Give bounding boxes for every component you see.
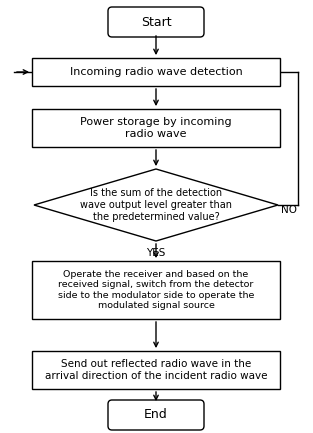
Bar — [32, 58, 280, 86]
Text: End: End — [144, 408, 168, 421]
Bar — [32, 109, 280, 147]
Text: Start: Start — [141, 16, 171, 29]
Bar — [32, 351, 280, 389]
Polygon shape — [34, 169, 278, 241]
Text: Incoming radio wave detection: Incoming radio wave detection — [69, 67, 242, 77]
Bar — [32, 261, 280, 319]
Text: Operate the receiver and based on the
received signal, switch from the detector
: Operate the receiver and based on the re… — [58, 270, 254, 310]
Text: YES: YES — [146, 248, 166, 258]
Text: NO: NO — [281, 205, 297, 215]
FancyBboxPatch shape — [108, 400, 204, 430]
Text: Is the sum of the detection
wave output level greater than
the predetermined val: Is the sum of the detection wave output … — [80, 188, 232, 222]
FancyBboxPatch shape — [108, 7, 204, 37]
Text: Power storage by incoming
radio wave: Power storage by incoming radio wave — [80, 117, 232, 139]
Text: Send out reflected radio wave in the
arrival direction of the incident radio wav: Send out reflected radio wave in the arr… — [45, 359, 267, 381]
